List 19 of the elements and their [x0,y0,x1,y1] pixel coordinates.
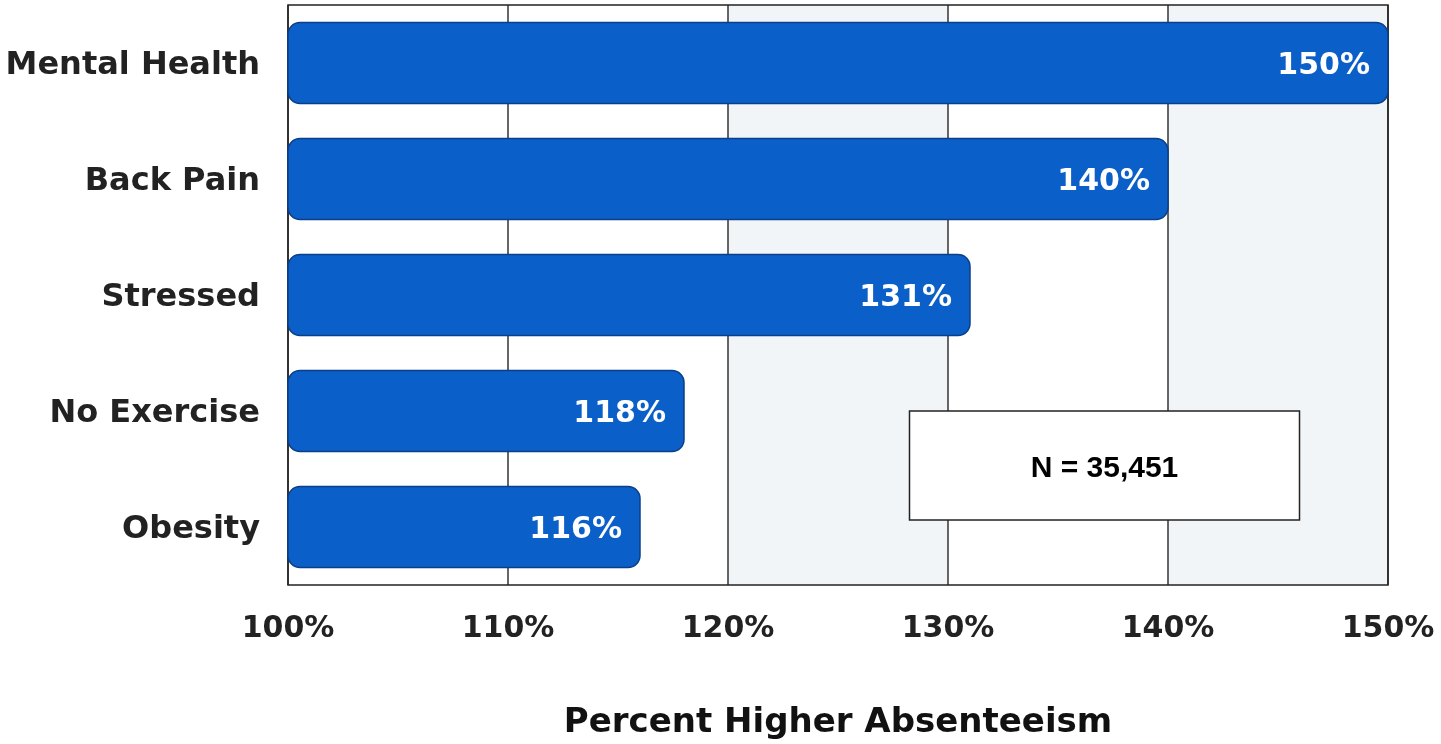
y-tick-label: Obesity [122,508,261,547]
x-tick-label: 150% [1341,609,1435,644]
data-label: 150% [1277,45,1370,81]
x-axis-title: Percent Higher Absenteeism [563,700,1113,740]
data-label: 140% [1057,161,1150,197]
x-tick-label: 140% [1121,609,1215,644]
data-label: 118% [573,393,666,429]
y-tick-label: No Exercise [49,392,260,431]
x-tick-label: 100% [241,609,335,644]
data-label: 131% [859,277,952,313]
y-tick-label: Mental Health [5,44,260,83]
x-tick-label: 130% [901,609,995,644]
x-tick-label: 120% [681,609,775,644]
y-tick-label: Stressed [101,276,260,315]
y-tick-label: Back Pain [84,160,260,199]
x-tick-label: 110% [461,609,555,644]
annotation: N = 35,451 [1030,449,1179,483]
note-box: N = 35,451 [908,410,1301,521]
data-label: 116% [529,509,622,545]
